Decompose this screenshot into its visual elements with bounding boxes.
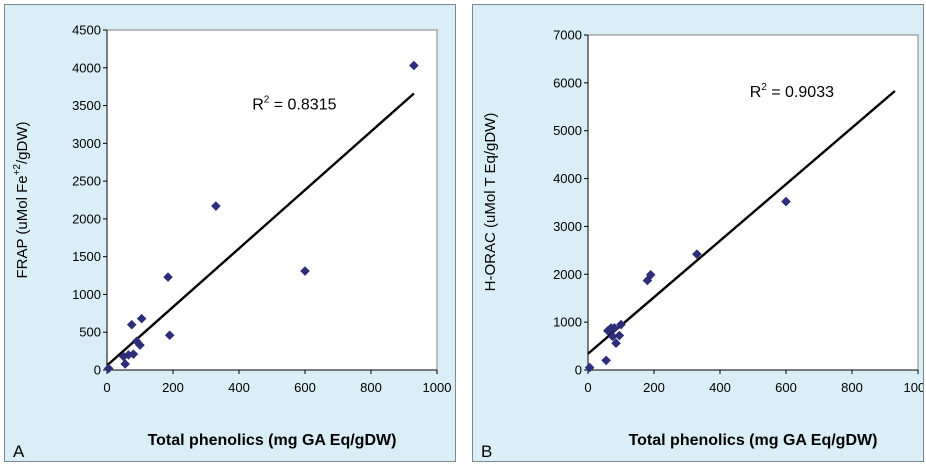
y-tick-label: 6000 <box>553 75 582 90</box>
trendline <box>587 90 896 355</box>
y-tick-label: 3000 <box>72 136 101 151</box>
data-point <box>584 362 595 373</box>
data-point <box>120 359 130 369</box>
data-point <box>135 340 145 350</box>
trendline <box>106 92 415 367</box>
data-point <box>409 60 419 71</box>
data-point <box>601 355 611 366</box>
x-axis-label: Total phenolics (mg GA Eq/gDW) <box>629 432 878 449</box>
y-tick-label: 4500 <box>72 23 101 38</box>
y-tick-label: 1000 <box>553 315 582 330</box>
y-tick-label: 0 <box>94 363 101 378</box>
panel-label: B <box>481 442 492 461</box>
plot-area <box>587 34 919 371</box>
y-tick-label: 2000 <box>553 267 582 282</box>
data-point <box>126 319 137 330</box>
y-tick-label: 1000 <box>72 287 101 302</box>
r-squared-annotation: R2 = 0.8315 <box>252 94 336 113</box>
horac-scatter-chart: 0 1000 2000 3000 4000 5000 6000 7000 0 200 400 600 8… <box>481 28 924 462</box>
y-axis-label: FRAP (uMol Fe+2/gDW) <box>12 122 31 279</box>
x-axis-label: Total phenolics (mg GA Eq/gDW) <box>148 432 397 449</box>
y-tick-label: 1500 <box>72 249 101 264</box>
data-point <box>611 338 621 348</box>
x-tick-label: 0 <box>584 380 591 395</box>
x-tick-label: 600 <box>775 380 797 395</box>
x-tick-label: 800 <box>360 380 382 395</box>
x-tick-label: 600 <box>294 380 316 395</box>
data-point <box>300 266 310 276</box>
y-tick-label: 2000 <box>72 211 101 226</box>
r-squared-annotation: R2 = 0.9033 <box>750 82 834 101</box>
x-tick-label: 1000 <box>904 380 924 395</box>
data-point <box>645 269 656 280</box>
data-point <box>614 330 625 341</box>
y-axis-label: H-ORAC (uMol T Eq/gDW) <box>482 113 499 292</box>
chart-panel-a: 0 500 1000 1500 2000 2500 3000 3500 4000 4500 0 200… <box>4 4 456 462</box>
y-tick-label: 7000 <box>553 28 582 43</box>
data-point <box>609 323 620 333</box>
x-tick-label: 200 <box>643 380 665 395</box>
y-tick-label: 2500 <box>72 174 101 189</box>
frap-scatter-chart: 0 500 1000 1500 2000 2500 3000 3500 4000 4500 0 200… <box>12 23 452 462</box>
y-tick-label: 4000 <box>72 60 101 75</box>
panel-label: A <box>13 442 25 461</box>
x-tick-label: 400 <box>228 380 250 395</box>
x-tick-label: 0 <box>103 380 110 395</box>
data-point <box>211 201 221 211</box>
data-point <box>164 330 175 341</box>
plot-area <box>106 29 438 371</box>
chart-panel-b: 0 1000 2000 3000 4000 5000 6000 7000 0 200 400 600 8… <box>472 4 924 462</box>
y-tick-label: 4000 <box>553 171 582 186</box>
y-tick-label: 0 <box>575 363 582 378</box>
data-point <box>136 313 147 324</box>
data-point <box>103 363 114 374</box>
y-tick-label: 500 <box>79 325 101 340</box>
x-tick-label: 1000 <box>423 380 452 395</box>
data-point <box>642 275 653 286</box>
x-tick-label: 200 <box>162 380 184 395</box>
data-point <box>692 249 702 259</box>
y-tick-label: 3500 <box>72 98 101 113</box>
y-tick-label: 3000 <box>553 219 582 234</box>
data-point <box>163 272 173 282</box>
y-tick-label: 5000 <box>553 123 582 138</box>
x-tick-label: 400 <box>709 380 731 395</box>
x-tick-label: 800 <box>841 380 863 395</box>
data-point <box>128 349 139 359</box>
data-point <box>131 336 142 347</box>
